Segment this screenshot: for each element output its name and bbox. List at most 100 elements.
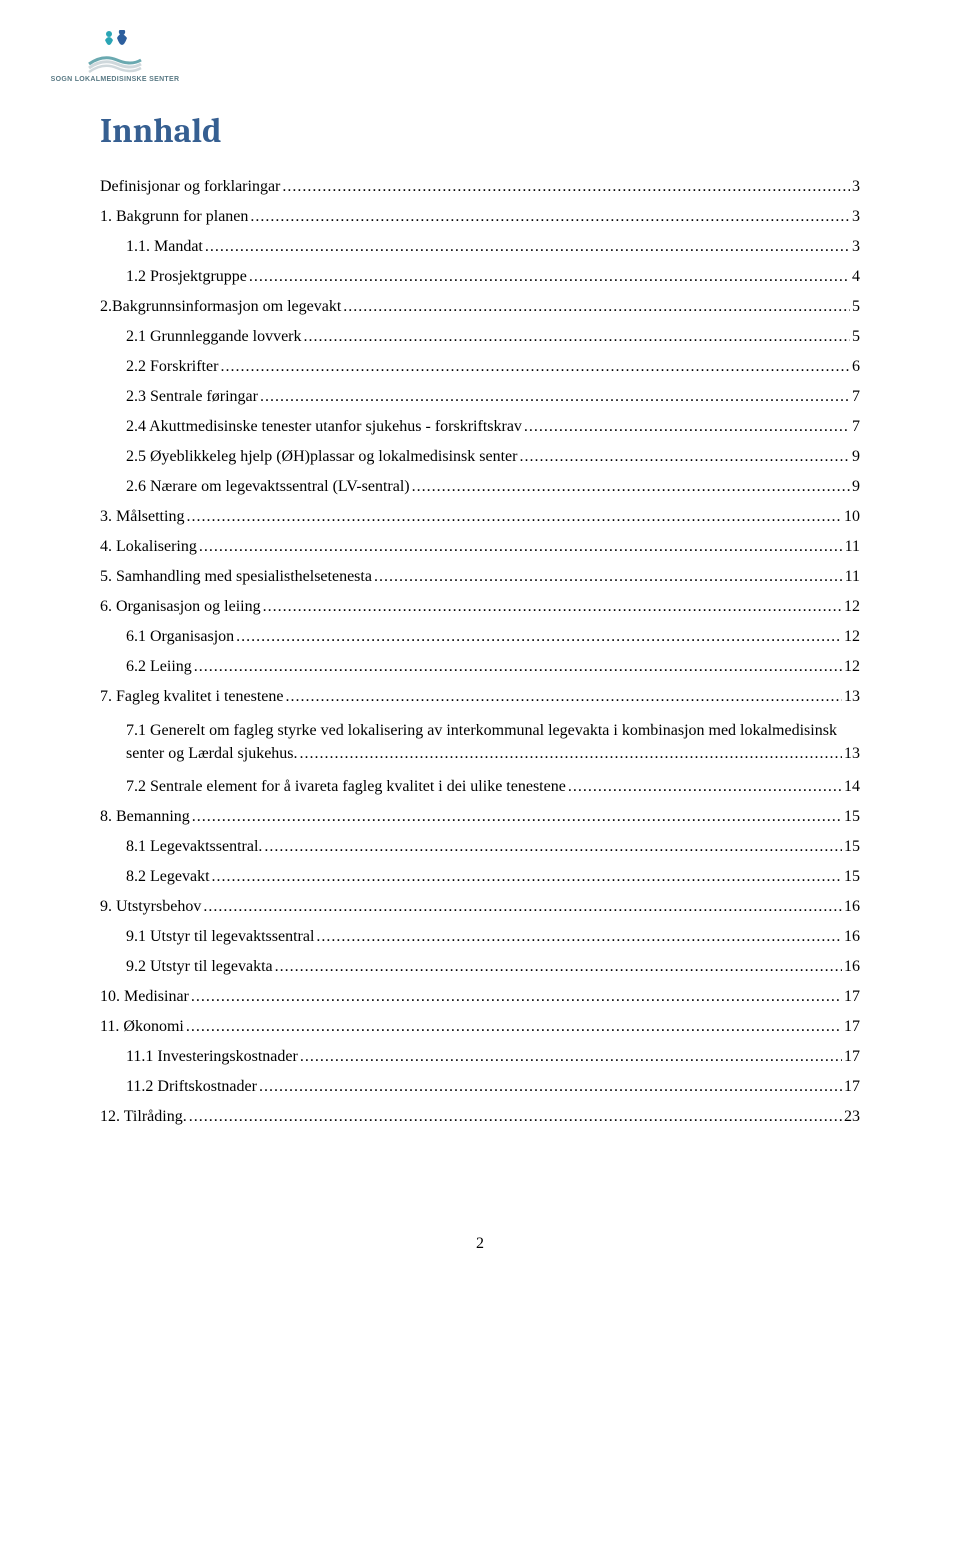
toc-leader-dots: [192, 809, 842, 825]
toc-leader-dots: [236, 629, 842, 645]
toc-label: 7.2 Sentrale element for å ivareta fagle…: [126, 779, 566, 795]
toc-page-number: 17: [844, 1019, 860, 1035]
toc-leader-dots: [519, 449, 850, 465]
toc-page-number: 16: [844, 899, 860, 915]
toc-entry[interactable]: 10. Medisinar 17: [100, 989, 860, 1005]
toc-label: 11.1 Investeringskostnader: [126, 1049, 298, 1065]
toc-leader-dots: [199, 539, 843, 555]
toc-page-number: 17: [844, 1079, 860, 1095]
toc-label: 10. Medisinar: [100, 989, 189, 1005]
toc-entry[interactable]: 2.6 Nærare om legevaktssentral (LV-sentr…: [100, 479, 860, 495]
toc-label: 2.1 Grunnleggande lovverk: [126, 329, 302, 345]
toc-entry[interactable]: 7.2 Sentrale element for å ivareta fagle…: [100, 779, 860, 795]
toc-page-number: 15: [844, 809, 860, 825]
toc-label: 12. Tilråding.: [100, 1109, 187, 1125]
toc-entry[interactable]: 6. Organisasjon og leiing12: [100, 599, 860, 615]
toc-leader-dots: [263, 599, 842, 615]
toc-entry[interactable]: 3. Målsetting10: [100, 509, 860, 525]
toc-leader-dots: [264, 839, 842, 855]
toc-entry[interactable]: Definisjonar og forklaringar 3: [100, 179, 860, 195]
toc-leader-dots: [275, 959, 842, 975]
toc-label: 5. Samhandling med spesialisthelsetenest…: [100, 569, 372, 585]
toc-page-number: 16: [844, 959, 860, 975]
toc-page-number: 23: [844, 1109, 860, 1125]
toc-label: 1.1. Mandat: [126, 239, 203, 255]
toc-entry[interactable]: 4. Lokalisering11: [100, 539, 860, 555]
table-of-contents: Definisjonar og forklaringar 3 1. Bakgrunn…: [100, 179, 860, 1125]
toc-page-number: 16: [844, 929, 860, 945]
toc-label: 2.Bakgrunnsinformasjon om legevakt: [100, 299, 341, 315]
toc-entry[interactable]: 1.2 Prosjektgruppe4: [100, 269, 860, 285]
toc-entry[interactable]: 5. Samhandling med spesialisthelsetenest…: [100, 569, 860, 585]
header-logo-region: SOGN LOKALMEDISINSKE SENTER: [50, 30, 860, 83]
toc-label: 1.2 Prosjektgruppe: [126, 269, 247, 285]
toc-entry[interactable]: 11. Økonomi 17: [100, 1019, 860, 1035]
toc-entry[interactable]: 6.1 Organisasjon12: [100, 629, 860, 645]
toc-label: 9.1 Utstyr til legevaktssentral: [126, 929, 314, 945]
toc-leader-dots: [282, 179, 850, 195]
toc-entry[interactable]: 8. Bemanning15: [100, 809, 860, 825]
toc-page-number: 5: [852, 299, 860, 315]
toc-label: 1. Bakgrunn for planen: [100, 209, 248, 225]
toc-label: 9.2 Utstyr til legevakta: [126, 959, 273, 975]
toc-page-number: 17: [844, 989, 860, 1005]
toc-page-number: 3: [852, 179, 860, 195]
toc-page-number: 13: [844, 742, 860, 765]
toc-entry[interactable]: 1.1. Mandat3: [100, 239, 860, 255]
toc-leader-dots: [304, 329, 850, 345]
toc-page-number: 6: [852, 359, 860, 375]
toc-entry[interactable]: 9.1 Utstyr til legevaktssentral 16: [100, 929, 860, 945]
toc-leader-dots: [194, 659, 842, 675]
toc-label: 2.6 Nærare om legevaktssentral (LV-sentr…: [126, 479, 410, 495]
toc-entry[interactable]: 7.1 Generelt om fagleg styrke ved lokali…: [100, 719, 860, 765]
toc-label: 2.4 Akuttmedisinske tenester utanfor sju…: [126, 419, 522, 435]
toc-page-number: 13: [844, 689, 860, 705]
toc-entry[interactable]: 9. Utstyrsbehov16: [100, 899, 860, 915]
toc-entry[interactable]: 2.3 Sentrale føringar 7: [100, 389, 860, 405]
toc-leader-dots: [524, 419, 850, 435]
toc-leader-dots: [205, 239, 850, 255]
toc-leader-dots: [191, 989, 842, 1005]
toc-leader-dots: [300, 742, 842, 765]
toc-label: Definisjonar og forklaringar: [100, 179, 280, 195]
toc-label: 11. Økonomi: [100, 1019, 184, 1035]
toc-entry[interactable]: 1. Bakgrunn for planen3: [100, 209, 860, 225]
toc-leader-dots: [249, 269, 850, 285]
toc-leader-dots: [186, 509, 842, 525]
toc-label: 2.5 Øyeblikkeleg hjelp (ØH)plassar og lo…: [126, 449, 517, 465]
toc-page-number: 7: [852, 389, 860, 405]
toc-entry[interactable]: 9.2 Utstyr til legevakta 16: [100, 959, 860, 975]
toc-page-number: 11: [845, 539, 860, 555]
toc-entry[interactable]: 8.2 Legevakt15: [100, 869, 860, 885]
toc-leader-dots: [568, 779, 842, 795]
toc-entry[interactable]: 12. Tilråding. 23: [100, 1109, 860, 1125]
toc-leader-dots: [374, 569, 843, 585]
toc-leader-dots: [412, 479, 850, 495]
toc-leader-dots: [286, 689, 843, 705]
toc-entry[interactable]: 2.2 Forskrifter6: [100, 359, 860, 375]
toc-leader-dots: [343, 299, 850, 315]
logo-text: SOGN LOKALMEDISINSKE SENTER: [51, 76, 180, 83]
toc-leader-dots: [250, 209, 850, 225]
toc-leader-dots: [189, 1109, 842, 1125]
toc-entry[interactable]: 2.4 Akuttmedisinske tenester utanfor sju…: [100, 419, 860, 435]
toc-entry[interactable]: 2.5 Øyeblikkeleg hjelp (ØH)plassar og lo…: [100, 449, 860, 465]
toc-entry[interactable]: 8.1 Legevaktssentral.15: [100, 839, 860, 855]
toc-leader-dots: [259, 1079, 842, 1095]
toc-label: 11.2 Driftskostnader: [126, 1079, 257, 1095]
toc-entry[interactable]: 2.1 Grunnleggande lovverk 5: [100, 329, 860, 345]
toc-label: 2.3 Sentrale føringar: [126, 389, 258, 405]
toc-page-number: 17: [844, 1049, 860, 1065]
toc-label: 6.2 Leiing: [126, 659, 192, 675]
toc-entry[interactable]: 6.2 Leiing12: [100, 659, 860, 675]
toc-page-number: 15: [844, 839, 860, 855]
toc-entry[interactable]: 7. Fagleg kvalitet i tenestene13: [100, 689, 860, 705]
toc-entry[interactable]: 11.2 Driftskostnader 17: [100, 1079, 860, 1095]
toc-entry[interactable]: 11.1 Investeringskostnader 17: [100, 1049, 860, 1065]
toc-entry[interactable]: 2.Bakgrunnsinformasjon om legevakt 5: [100, 299, 860, 315]
toc-leader-dots: [220, 359, 850, 375]
toc-page-number: 5: [852, 329, 860, 345]
toc-label: senter og Lærdal sjukehus.: [126, 742, 298, 765]
toc-leader-dots: [260, 389, 850, 405]
toc-page-number: 7: [852, 419, 860, 435]
